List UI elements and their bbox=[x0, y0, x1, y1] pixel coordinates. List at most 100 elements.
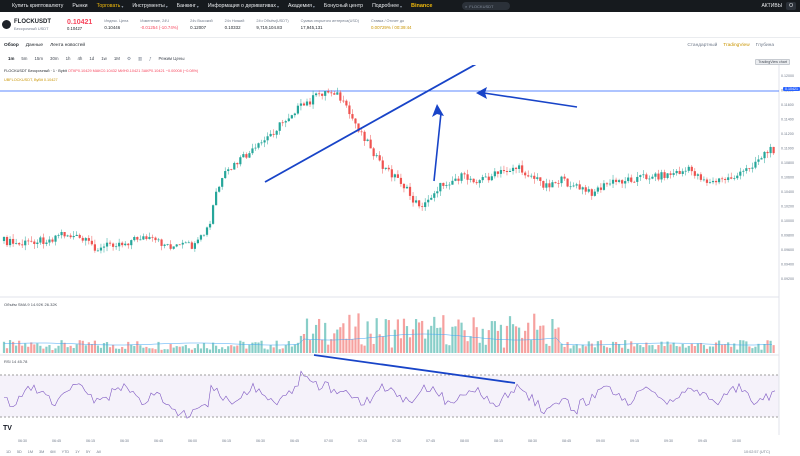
range-button[interactable]: All bbox=[96, 449, 101, 454]
stat-label: Сумма открытого интереса(USD) bbox=[300, 19, 359, 23]
candle-body bbox=[275, 130, 278, 135]
volume-bar bbox=[202, 343, 206, 353]
tab-0[interactable]: Обзор bbox=[4, 42, 19, 48]
price-tick: 0.11000 bbox=[781, 147, 794, 151]
nav-item[interactable]: Рынки bbox=[72, 3, 87, 9]
brand-logo[interactable]: Binance bbox=[410, 3, 433, 9]
range-button[interactable]: 5D bbox=[16, 449, 22, 454]
candle-body bbox=[239, 157, 242, 165]
time-tick: 08:30 bbox=[528, 439, 537, 443]
range-button[interactable]: 5Y bbox=[85, 449, 91, 454]
view-tab-2[interactable]: Глубина bbox=[755, 42, 774, 48]
range-button[interactable]: 1D bbox=[6, 449, 11, 454]
view-tab-1[interactable]: TradingView bbox=[723, 42, 750, 48]
candle-body bbox=[672, 173, 675, 175]
main-menu: Купить криптовалюту Рынки Торговать ▾ Инстру… bbox=[0, 3, 442, 9]
volume-bar bbox=[8, 340, 12, 353]
candle-body bbox=[627, 177, 630, 182]
timeframe-active[interactable]: 1m bbox=[8, 56, 15, 61]
chevron-down-icon: ▾ bbox=[165, 3, 168, 9]
settings-icon[interactable]: ⚙ bbox=[126, 55, 131, 61]
candle-body bbox=[142, 236, 145, 240]
volume-bar bbox=[593, 347, 596, 353]
volume-bar bbox=[763, 343, 766, 353]
time-tick: 06:30 bbox=[256, 439, 265, 443]
time-tick: 06:45 bbox=[154, 439, 163, 443]
volume-bar bbox=[460, 322, 463, 353]
candle-body bbox=[260, 142, 263, 144]
nav-item[interactable]: Торговать ▾ bbox=[97, 3, 124, 9]
nav-item[interactable]: Купить криптовалюту bbox=[12, 3, 63, 9]
volume-bar bbox=[427, 329, 430, 353]
volume-bar bbox=[33, 344, 36, 353]
trend-line-drawing bbox=[264, 65, 477, 183]
range-button[interactable]: 1Y bbox=[75, 449, 80, 454]
volume-bar bbox=[393, 329, 396, 353]
chart-canvas[interactable]: 0.120000.118000.116000.114000.112000.110… bbox=[0, 65, 800, 445]
time-tick: 10:00 bbox=[732, 439, 741, 443]
timeframe-button[interactable]: 1d bbox=[89, 56, 95, 61]
timeframe-button[interactable]: 1M bbox=[113, 56, 120, 61]
current-price-tag: 0.10421 bbox=[783, 87, 800, 91]
nav-item[interactable]: Информация о деривативах ▾ bbox=[208, 3, 279, 9]
tab-2[interactable]: Лента новостей bbox=[50, 42, 86, 48]
assets-button[interactable]: АКТИВЫ bbox=[761, 3, 783, 9]
symbol-name[interactable]: FLOCKUSDT bbox=[14, 18, 51, 25]
candle-body bbox=[296, 105, 300, 114]
volume-bar bbox=[342, 323, 345, 353]
time-tick: 08:15 bbox=[494, 439, 503, 443]
candle-body bbox=[102, 246, 106, 248]
volume-bar bbox=[263, 348, 266, 353]
timeframe-button[interactable]: 30m bbox=[50, 56, 59, 61]
timeframe-button[interactable]: 15m bbox=[34, 56, 44, 61]
candle-body bbox=[224, 171, 227, 179]
candle-body bbox=[248, 153, 251, 158]
nav-item-label: Инструменты bbox=[132, 3, 165, 9]
volume-bar bbox=[657, 345, 660, 353]
ticker-stat: 24ч Высокий 0.12007 bbox=[190, 19, 212, 30]
tradingview-button[interactable]: TradingView chart bbox=[755, 59, 790, 65]
candle-body bbox=[499, 170, 503, 174]
nav-item[interactable]: Подробнее ▾ bbox=[372, 3, 402, 9]
candle-body bbox=[69, 235, 72, 238]
volume-bar bbox=[90, 344, 93, 353]
chart-area[interactable]: 0.120000.118000.116000.114000.112000.110… bbox=[0, 59, 800, 445]
orders-button[interactable]: O bbox=[786, 2, 796, 10]
range-button[interactable]: 6M bbox=[50, 449, 56, 454]
candle-body bbox=[424, 202, 427, 208]
nav-item[interactable]: Академия ▾ bbox=[288, 3, 315, 9]
price-mode-label[interactable]: Режим Цены bbox=[158, 56, 185, 61]
candle-body bbox=[81, 237, 84, 241]
volume-bar bbox=[260, 340, 263, 353]
tab-1[interactable]: Данные bbox=[25, 42, 44, 48]
volume-bar bbox=[11, 341, 15, 353]
candle-type-icon[interactable]: ▥ bbox=[137, 55, 143, 61]
range-button[interactable]: 3M bbox=[39, 449, 45, 454]
candle-body bbox=[339, 92, 342, 101]
nav-item[interactable]: Инструменты ▾ bbox=[132, 3, 167, 9]
timeframe-button[interactable]: 5m bbox=[21, 56, 28, 61]
timeframe-button[interactable]: 4h bbox=[77, 56, 83, 61]
search-box[interactable]: ⌕ FLOCKUSDT bbox=[462, 2, 510, 10]
ticker-stat: 24ч Объём(USDT) 9,719,104.83 bbox=[256, 19, 288, 30]
candle-body bbox=[290, 115, 293, 119]
search-input[interactable]: FLOCKUSDT bbox=[469, 3, 494, 9]
range-button[interactable]: YTD bbox=[61, 449, 70, 454]
nav-item[interactable]: Банкинг ▾ bbox=[177, 3, 199, 9]
volume-bar bbox=[72, 347, 75, 353]
indicators-icon[interactable]: ƒ bbox=[149, 56, 152, 61]
volume-bar bbox=[590, 343, 593, 353]
nav-item[interactable]: Бонусный центр bbox=[324, 3, 363, 9]
volume-bar bbox=[42, 348, 45, 353]
symbol-block[interactable]: FLOCKUSDT Бессрочный USDT bbox=[14, 19, 51, 31]
timeframe-button[interactable]: 1h bbox=[65, 56, 71, 61]
volume-bar bbox=[445, 344, 448, 353]
range-button[interactable]: 1M bbox=[27, 449, 33, 454]
volume-bar bbox=[366, 321, 369, 353]
view-tab-0[interactable]: Стандартный bbox=[687, 42, 718, 48]
candle-body bbox=[218, 186, 221, 192]
timeframe-button[interactable]: 1w bbox=[101, 56, 107, 61]
volume-bar bbox=[493, 321, 496, 353]
candle-body bbox=[281, 122, 284, 124]
volume-bar bbox=[39, 345, 42, 353]
